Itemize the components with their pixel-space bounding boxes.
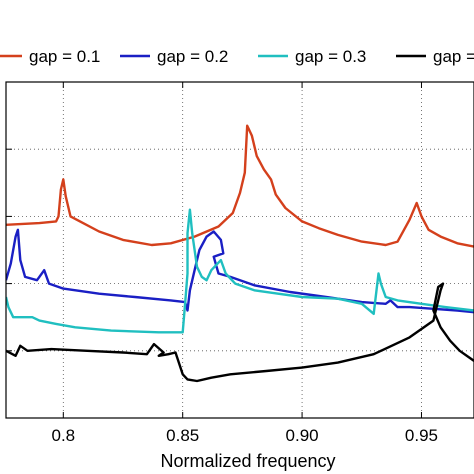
legend-label: gap = 0.2 <box>157 47 228 66</box>
axis-ticks: 0.8 0.85 0.90 0.95 <box>6 82 438 445</box>
x-tick-label: 0.85 <box>166 426 199 445</box>
x-axis-label: Normalized frequency <box>160 451 335 471</box>
legend-label: gap = 0.3 <box>295 47 366 66</box>
x-tick-label: 0.8 <box>51 426 75 445</box>
chart-legend: gap = 0.1 gap = 0.2 gap = 0.3 gap = 0.4 <box>0 47 474 66</box>
series-line-4 <box>6 282 474 383</box>
plot-frame <box>5 81 474 419</box>
x-tick-label: 0.95 <box>405 426 438 445</box>
grid-lines <box>6 82 474 418</box>
x-tick-label: 0.90 <box>286 426 319 445</box>
plot-area <box>6 124 474 383</box>
legend-label: gap = 0.1 <box>29 47 100 66</box>
series-line-3 <box>6 208 474 334</box>
series-line-1 <box>6 124 474 248</box>
legend-label: gap = 0.4 <box>433 47 474 66</box>
series-line-2 <box>6 228 474 314</box>
